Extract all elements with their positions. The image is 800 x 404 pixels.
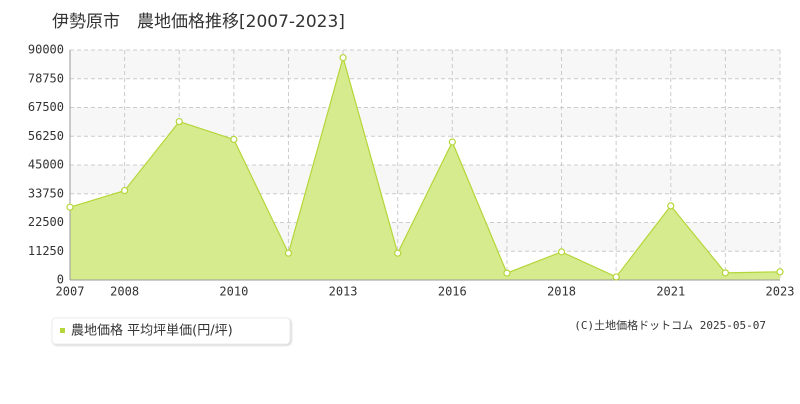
chart-title: 伊勢原市 農地価格推移[2007-2023] xyxy=(52,12,345,32)
point xyxy=(394,249,402,257)
x-tick-label: 2023 xyxy=(766,285,795,299)
point xyxy=(448,138,456,146)
x-tick-label: 2018 xyxy=(547,285,576,299)
x-tick-label: 2007 xyxy=(56,285,85,299)
x-tick-label: 2013 xyxy=(329,285,358,299)
legend-box xyxy=(51,317,291,345)
point xyxy=(230,135,238,144)
point xyxy=(503,269,511,277)
point xyxy=(175,117,183,126)
y-tick-label: 0 xyxy=(57,273,64,287)
y-tick-label: 67500 xyxy=(28,100,64,114)
y-tick-label: 33750 xyxy=(28,186,64,200)
point xyxy=(284,249,293,257)
line xyxy=(69,55,781,278)
x-tick-label: 2008 xyxy=(110,285,139,299)
point xyxy=(121,186,129,195)
y-tick-label: 90000 xyxy=(28,43,64,57)
y-tick-label: 78750 xyxy=(28,71,64,85)
plot: 0 11250 22500 33750 45000 56250 67500 78750 9000… xyxy=(28,43,795,299)
x-tick-label: 2016 xyxy=(438,285,467,299)
point xyxy=(721,269,729,277)
point xyxy=(612,273,620,281)
y-tick-label: 11250 xyxy=(28,244,64,258)
y-tick-label: 45000 xyxy=(28,158,64,172)
point xyxy=(667,202,675,210)
legend-swatch xyxy=(60,328,65,333)
y-tick-label: 22500 xyxy=(28,215,64,229)
point xyxy=(66,203,74,211)
area xyxy=(70,57,780,280)
point xyxy=(557,248,566,256)
x-tick-label: 2021 xyxy=(656,285,685,299)
credit: (C)土地価格ドットコム 2025-05-07 xyxy=(574,318,766,332)
y-tick-label: 56250 xyxy=(28,129,64,143)
x-tick-label: 2010 xyxy=(219,285,248,299)
legend-label: 農地価格 平均坪単価(円/坪) xyxy=(71,323,233,339)
point xyxy=(339,54,347,62)
grid-band xyxy=(70,50,780,79)
point xyxy=(776,268,784,276)
